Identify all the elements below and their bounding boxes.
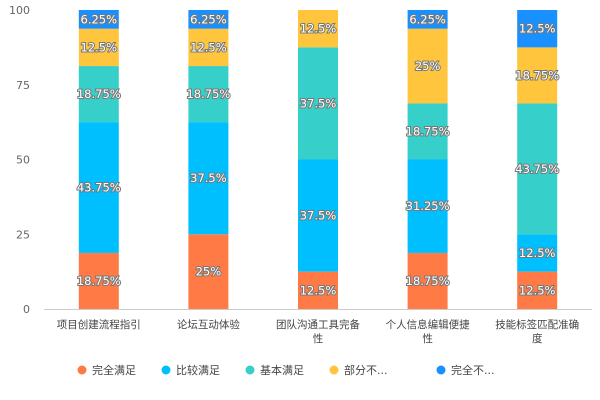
data-label: 37.5% [300, 209, 337, 223]
bar-segment[interactable] [298, 271, 338, 309]
y-tick-label: 100 [9, 4, 30, 17]
bar-segment[interactable] [188, 66, 229, 123]
legend-label: 比较满足 [176, 363, 220, 377]
data-label: 43.75% [515, 162, 559, 176]
bars [78, 10, 558, 309]
x-category-label: 论坛互动体验 [177, 318, 240, 331]
data-label: 37.5% [300, 96, 337, 110]
bar-segment[interactable] [188, 10, 229, 29]
x-category-label: 技能标签匹配准确度 [495, 318, 579, 345]
bar-segment[interactable] [517, 234, 558, 272]
data-label: 12.5% [519, 283, 556, 297]
legend[interactable]: 完全满足 比较满足 基本满足 部分不... 完全不... [77, 363, 495, 377]
bar-segment[interactable] [407, 10, 448, 29]
data-label: 12.5% [300, 22, 337, 36]
legend-label: 完全不... [451, 363, 495, 377]
bar-segment[interactable] [298, 10, 338, 48]
y-tick-label: 75 [16, 79, 30, 92]
data-label: 6.25% [409, 12, 446, 26]
legend-item[interactable]: 比较满足 [161, 363, 221, 377]
legend-label: 部分不... [344, 363, 388, 377]
data-label: 12.5% [300, 283, 337, 297]
data-label: 18.75% [186, 87, 230, 101]
data-label: 25% [196, 265, 222, 279]
bar-segment[interactable] [298, 159, 338, 272]
legend-label: 完全满足 [92, 363, 136, 377]
data-label: 25% [415, 59, 441, 73]
legend-marker [77, 365, 87, 375]
legend-item[interactable]: 部分不... [329, 363, 388, 377]
data-label: 43.75% [77, 181, 121, 195]
bar-segment[interactable] [407, 252, 448, 309]
bar-segment[interactable] [78, 122, 119, 253]
bar-segment[interactable] [407, 28, 448, 104]
data-label: 18.75% [77, 274, 121, 288]
legend-item[interactable]: 完全满足 [77, 363, 137, 377]
legend-label: 基本满足 [260, 363, 304, 377]
bar-segment[interactable] [78, 10, 119, 29]
legend-marker [329, 365, 339, 375]
legend-item[interactable]: 完全不... [436, 363, 495, 377]
bar-segment[interactable] [188, 28, 229, 67]
x-category-label: 个人信息编辑便捷性 [386, 318, 470, 345]
data-labels: 18.75% 43.75% 18.75% 12.5% 6.25% 25% 37.5% 18.7… [76, 11, 560, 298]
bar-segment[interactable] [407, 159, 448, 253]
data-label: 6.25% [190, 12, 227, 26]
legend-item[interactable]: 基本满足 [245, 363, 305, 377]
data-label: 18.75% [515, 68, 559, 82]
bar-segment[interactable] [78, 66, 119, 123]
legend-marker [436, 365, 446, 375]
y-tick-label: 25 [16, 228, 30, 241]
data-label: 18.75% [406, 274, 450, 288]
bar-segment[interactable] [298, 47, 338, 160]
data-label: 12.5% [519, 246, 556, 260]
bar-segment[interactable] [517, 103, 558, 235]
y-tick-label: 0 [23, 303, 30, 316]
bar-segment[interactable] [517, 271, 558, 309]
y-axis-ticks: 0 25 50 75 100 [9, 4, 30, 316]
data-label: 12.5% [190, 40, 227, 54]
data-label: 6.25% [81, 12, 118, 26]
data-label: 31.25% [406, 199, 450, 213]
data-label: 18.75% [77, 87, 121, 101]
data-label: 37.5% [190, 171, 227, 185]
bar-segment[interactable] [517, 47, 558, 104]
bar-segment[interactable] [188, 122, 229, 235]
bar-segment[interactable] [188, 234, 229, 309]
legend-marker [245, 365, 255, 375]
bar-segment[interactable] [517, 10, 558, 48]
legend-marker [161, 365, 171, 375]
x-category-label: 项目创建流程指引 [57, 318, 141, 331]
data-label: 18.75% [406, 124, 450, 138]
data-label: 12.5% [519, 22, 556, 36]
y-tick-label: 50 [16, 154, 30, 167]
bar-segment[interactable] [78, 252, 119, 309]
bar-segment[interactable] [78, 28, 119, 67]
bar-segment[interactable] [407, 103, 448, 160]
x-axis-categories: 项目创建流程指引 论坛互动体验 团队沟通工具完备性个人信息编辑便捷性技能标签匹配准确… [57, 318, 579, 345]
x-category-label: 团队沟通工具完备性 [276, 318, 360, 345]
data-label: 12.5% [81, 40, 118, 54]
